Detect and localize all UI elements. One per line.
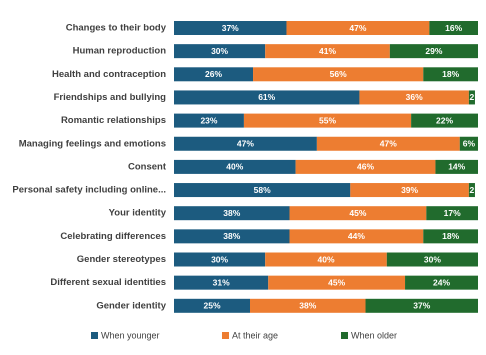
value-label: 36% (406, 92, 423, 102)
value-label: 31% (213, 277, 230, 287)
value-label: 40% (226, 162, 243, 172)
legend-swatch (91, 332, 98, 339)
bar-segment (174, 90, 360, 105)
bar-segment (405, 275, 478, 290)
bar-segment (174, 44, 266, 59)
bar-segment (365, 298, 478, 313)
value-label: 16% (445, 23, 462, 33)
bar-segment (250, 298, 366, 313)
value-label: 45% (328, 277, 345, 287)
bar-segment (386, 252, 478, 267)
value-label: 61% (258, 92, 275, 102)
bar-segment (174, 275, 269, 290)
category-label: Changes to their body (66, 23, 167, 34)
category-label: Romantic relationships (61, 115, 166, 126)
bar-segment (459, 136, 478, 151)
value-label: 24% (433, 277, 450, 287)
category-label: Different sexual identities (50, 277, 166, 288)
category-label: Your identity (109, 208, 167, 219)
bar-segment (468, 183, 475, 198)
bar-segment (423, 67, 478, 82)
bar-segment (295, 159, 436, 174)
bar-segment (435, 159, 478, 174)
value-label: 58% (254, 185, 271, 195)
value-label: 40% (317, 254, 334, 264)
category-label: Personal safety including online... (12, 185, 166, 196)
bar-segment (174, 67, 254, 82)
bar-segment (316, 136, 460, 151)
bar-segment (265, 44, 390, 59)
bar-segment (411, 113, 478, 128)
value-label: 14% (448, 162, 465, 172)
bar-segment (174, 113, 244, 128)
bar-segment (265, 252, 387, 267)
value-label: 37% (222, 23, 239, 33)
value-label: 55% (319, 115, 336, 125)
bar-segment (350, 183, 469, 198)
category-label: Celebrating differences (60, 231, 166, 242)
legend-label: When older (351, 330, 397, 340)
value-label: 25% (203, 301, 220, 311)
value-label: 26% (205, 69, 222, 79)
value-label: 46% (357, 162, 374, 172)
bar-segment (243, 113, 412, 128)
category-label: Gender stereotypes (77, 254, 166, 265)
value-label: 22% (436, 115, 453, 125)
bar-segment (389, 44, 478, 59)
bar-segment (174, 183, 351, 198)
value-label: 38% (299, 301, 316, 311)
value-label: 45% (349, 208, 366, 218)
value-label: 47% (349, 23, 366, 33)
value-label: 37% (413, 301, 430, 311)
value-label: 47% (237, 139, 254, 149)
value-label: 18% (442, 69, 459, 79)
value-label: 30% (211, 254, 228, 264)
value-label: 29% (425, 46, 442, 56)
bar-segment (174, 136, 317, 151)
value-label: 2 (470, 185, 475, 195)
bar-segment (423, 229, 478, 244)
legend-swatch (222, 332, 229, 339)
value-label: 38% (223, 231, 240, 241)
category-label: Friendships and bullying (54, 92, 167, 103)
value-label: 39% (401, 185, 418, 195)
category-label: Health and contraception (52, 69, 166, 80)
category-label: Gender identity (96, 300, 166, 311)
bar-segment (174, 159, 296, 174)
value-label: 56% (330, 69, 347, 79)
category-label: Managing feelings and emotions (19, 138, 166, 149)
bar-segment (174, 252, 266, 267)
bar-segment (174, 298, 250, 313)
value-label: 17% (444, 208, 461, 218)
value-label: 44% (348, 231, 365, 241)
value-label: 30% (424, 254, 441, 264)
bar-segment (429, 21, 478, 35)
legend-swatch (341, 332, 348, 339)
value-label: 6% (463, 139, 476, 149)
category-label: Consent (128, 161, 167, 172)
bar-segment (289, 229, 424, 244)
bar-segment (289, 206, 427, 221)
value-label: 30% (211, 46, 228, 56)
value-label: 38% (223, 208, 240, 218)
legend-label: At their age (232, 330, 278, 340)
value-label: 41% (319, 46, 336, 56)
bar-segment (359, 90, 469, 105)
value-label: 2 (470, 92, 475, 102)
bar-segment (468, 90, 475, 105)
bar-segment (253, 67, 424, 82)
bar-segment (268, 275, 406, 290)
value-label: 23% (200, 115, 217, 125)
legend-label: When younger (101, 330, 160, 340)
bar-segment (426, 206, 478, 221)
value-label: 18% (442, 231, 459, 241)
category-label: Human reproduction (73, 46, 167, 57)
bar-segment (286, 21, 430, 35)
bar-segment (174, 229, 290, 244)
bar-segment (174, 206, 290, 221)
bar-segment (174, 21, 287, 35)
value-label: 47% (380, 139, 397, 149)
